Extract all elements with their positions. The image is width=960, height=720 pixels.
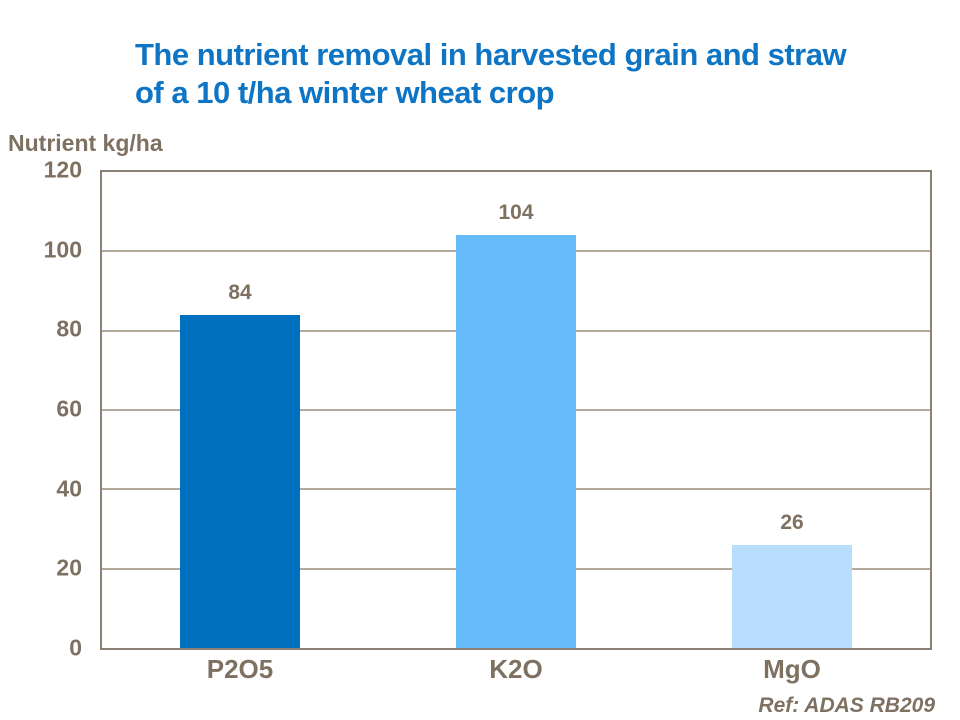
x-axis-label-p2o5: P2O5 xyxy=(206,654,274,684)
reference-note: Ref: ADAS RB209 xyxy=(758,694,935,717)
y-axis-ticks: 0 20 40 60 80 100 120 xyxy=(0,157,82,661)
bar-p2o5 xyxy=(180,315,300,648)
y-tick-label-40: 40 xyxy=(56,475,82,502)
bar-value-label-p2o5: 84 xyxy=(228,281,252,304)
y-tick-label-100: 100 xyxy=(43,236,82,263)
y-tick-label-120: 120 xyxy=(43,156,82,183)
bar-value-label-mgo: 26 xyxy=(780,511,804,534)
y-tick-label-0: 0 xyxy=(69,634,82,661)
x-axis-label-mgo: MgO xyxy=(763,654,821,684)
chart-title: The nutrient removal in harvested grain … xyxy=(135,36,847,112)
y-tick-label-20: 20 xyxy=(56,554,82,581)
bar-mgo xyxy=(732,545,852,648)
bar-k2o xyxy=(456,235,576,648)
bar-value-label-k2o: 104 xyxy=(498,201,534,224)
chart-title-line1: The nutrient removal in harvested grain … xyxy=(135,37,847,72)
x-axis-labels: P2O5 K2O MgO xyxy=(100,654,932,688)
y-tick-label-80: 80 xyxy=(56,315,82,342)
chart-title-line2: of a 10 t/ha winter wheat crop xyxy=(135,75,555,110)
y-tick-label-60: 60 xyxy=(56,395,82,422)
x-axis-label-k2o: K2O xyxy=(489,654,543,684)
plot-area: 84 104 26 xyxy=(100,170,932,650)
y-axis-title: Nutrient kg/ha xyxy=(8,130,163,156)
